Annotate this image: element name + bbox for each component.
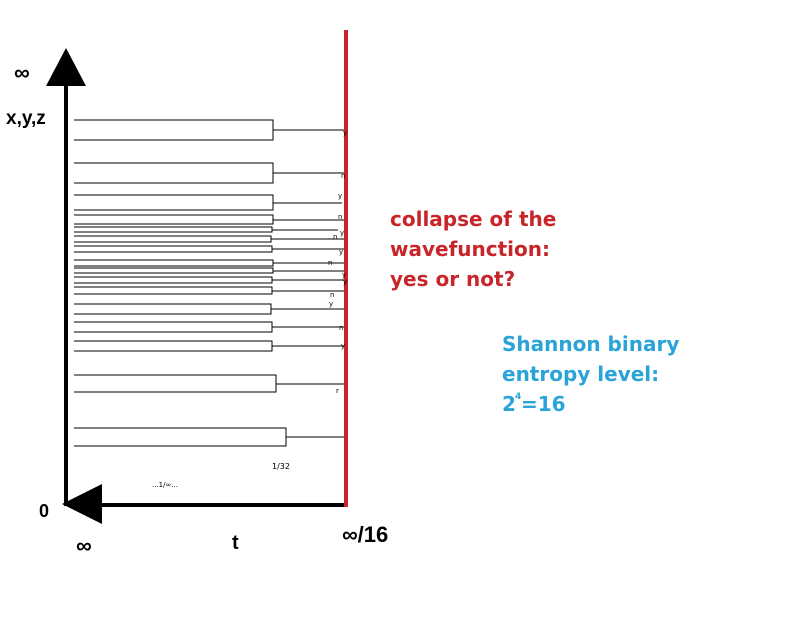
branch-box xyxy=(74,235,272,243)
branch-tree xyxy=(74,119,346,447)
branch-box xyxy=(74,267,274,274)
outcome-mark: n xyxy=(333,233,337,241)
entropy-line-1: Shannon binary xyxy=(502,332,679,356)
branch-box xyxy=(74,226,273,233)
branch-box xyxy=(74,427,287,447)
entropy-formula-rest: =16 xyxy=(521,392,566,416)
branch-box xyxy=(74,162,274,184)
y-axis-top-label: ∞ xyxy=(14,60,30,85)
branch-box xyxy=(74,374,277,393)
scale-fraction-label: 1/32 xyxy=(272,462,290,471)
x-axis-left-label: ∞ xyxy=(76,533,92,558)
branch-box xyxy=(74,214,274,225)
outcome-mark: n xyxy=(328,259,332,267)
branch-box xyxy=(74,259,274,267)
branch-box xyxy=(74,119,274,141)
outcome-mark: y xyxy=(338,192,342,200)
entropy-note: Shannon binary entropy level: 2 4 =16 xyxy=(502,332,679,416)
collapse-question: collapse of the wavefunction: yes or not… xyxy=(390,207,556,291)
outcome-mark: n xyxy=(339,324,343,332)
y-axis-arrowhead xyxy=(46,48,86,86)
branch-box xyxy=(74,303,272,315)
entropy-line-2: entropy level: xyxy=(502,362,659,386)
outcome-mark: y xyxy=(341,342,345,350)
branch-box xyxy=(74,194,274,211)
scale-limit-label: ...1/∞... xyxy=(152,481,178,489)
outcome-mark: r xyxy=(336,387,339,395)
collapse-line-3: yes or not? xyxy=(390,267,515,291)
x-axis-right-label: ∞/16 xyxy=(342,522,388,547)
x-axis-name: t xyxy=(232,532,239,554)
outcome-mark: y xyxy=(342,271,346,279)
outcome-mark: n xyxy=(341,172,345,180)
outcome-mark: y xyxy=(343,278,347,286)
collapse-line-1: collapse of the xyxy=(390,207,556,231)
branch-box xyxy=(74,321,273,333)
outcome-mark: n xyxy=(330,291,334,299)
entropy-formula-base: 2 xyxy=(502,392,516,416)
x-axis-arrowhead xyxy=(62,484,102,524)
branch-box xyxy=(74,340,273,352)
branch-box xyxy=(74,286,273,295)
outcome-mark: n xyxy=(338,213,342,221)
collapse-line-2: wavefunction: xyxy=(390,237,550,261)
branch-box xyxy=(74,276,273,284)
entropy-formula-exponent: 4 xyxy=(515,392,521,402)
outcome-mark: y xyxy=(339,248,343,256)
origin-label: 0 xyxy=(39,501,49,521)
outcome-mark: y xyxy=(340,229,344,237)
branch-box xyxy=(74,245,273,253)
outcome-mark: y xyxy=(329,300,333,308)
outcome-mark: y xyxy=(343,129,347,137)
y-axis-name: x,y,z xyxy=(6,108,46,129)
